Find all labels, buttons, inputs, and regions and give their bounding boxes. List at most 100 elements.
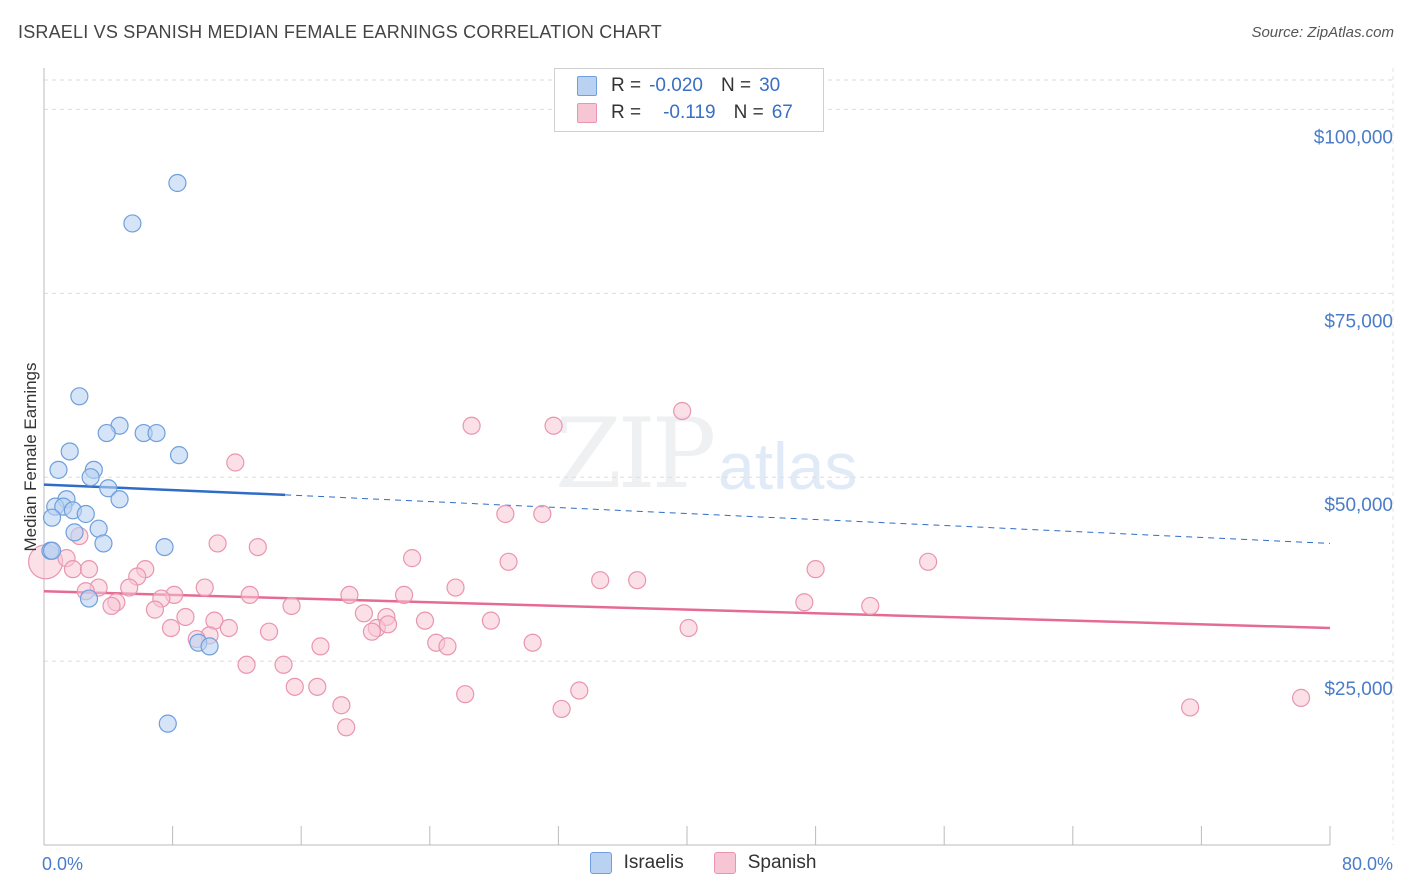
spanish-point	[1291, 688, 1311, 707]
spanish-point	[499, 552, 518, 571]
israelis-point	[81, 468, 100, 487]
spanish-legend-label: Spanish	[747, 852, 817, 873]
spanish-point	[533, 504, 552, 524]
spanish-point	[79, 560, 99, 579]
spanish-point	[438, 637, 457, 656]
legend-item-israelis[interactable]: Israelis	[589, 852, 684, 874]
spanish-point	[795, 593, 814, 612]
spanish-swatch	[577, 103, 597, 123]
israelis-point	[76, 504, 95, 524]
legend-item-spanish[interactable]: Spanish	[713, 852, 817, 874]
spanish-point	[237, 655, 256, 674]
israelis-point	[123, 214, 142, 233]
x-tick-label-max: 80.0%	[1342, 854, 1393, 874]
spanish-point	[102, 596, 121, 616]
spanish-point	[673, 401, 692, 421]
x-tick-label-min: 0.0%	[42, 854, 83, 874]
spanish-point	[456, 685, 475, 704]
chart-title: ISRAELI VS SPANISH MEDIAN FEMALE EARNING…	[18, 22, 662, 42]
israelis-point	[158, 714, 177, 733]
spanish-point	[378, 615, 398, 634]
spanish-point	[282, 596, 301, 616]
spanish-point	[446, 578, 465, 597]
spanish-point	[394, 585, 414, 605]
spanish-point	[248, 537, 267, 557]
spanish-point	[63, 560, 83, 579]
spanish-point	[285, 677, 304, 696]
data-points	[28, 173, 1311, 737]
spanish-point	[861, 596, 880, 616]
israelis-point	[97, 423, 116, 443]
spanish-point	[806, 560, 825, 579]
r-label: R =	[611, 102, 642, 123]
spanish-point	[176, 607, 195, 627]
spanish-point	[240, 585, 259, 605]
n-label: N =	[733, 102, 764, 123]
spanish-point	[1181, 698, 1200, 717]
israelis-legend-swatch	[589, 852, 612, 874]
israelis-legend-label: Israelis	[623, 852, 684, 873]
axes	[43, 68, 1331, 846]
spanish-point	[552, 699, 571, 719]
spanish-point	[679, 618, 698, 638]
n-value: 30	[759, 75, 781, 96]
spanish-point	[496, 504, 515, 524]
correlation-legend: R = -0.020 N = 30 R = -0.119 N = 67	[554, 68, 824, 132]
spanish-point	[274, 655, 293, 674]
r-value: -0.119	[663, 102, 716, 123]
israelis-point	[110, 490, 129, 509]
israelis-swatch	[577, 76, 597, 96]
y-axis-title: Median Female Earnings	[21, 363, 40, 552]
spanish-point	[919, 552, 938, 571]
axis-labels: $25,000 $50,000 $75,000 $100,000 0.0% 80.0%	[42, 127, 1393, 874]
spanish-point	[570, 681, 589, 700]
spanish-point	[354, 604, 373, 623]
spanish-point	[308, 677, 327, 696]
y-tick-label: $25,000	[1324, 679, 1393, 700]
spanish-point	[195, 578, 214, 597]
spanish-point	[544, 416, 563, 435]
israelis-point	[155, 537, 174, 557]
y-tick-label: $50,000	[1324, 495, 1393, 516]
spanish-point	[337, 718, 356, 737]
watermark-zip: ZIP	[555, 398, 716, 510]
israelis-point	[168, 173, 187, 193]
spanish-point	[120, 578, 139, 597]
spanish-point	[259, 622, 279, 641]
watermark-atlas: atlas	[718, 429, 858, 503]
israelis-point	[42, 508, 62, 527]
israelis-point	[94, 534, 113, 553]
n-value: 67	[771, 102, 793, 123]
spanish-point	[161, 618, 181, 638]
source-credit: Source: ZipAtlas.com	[1251, 24, 1394, 41]
legend-row-israelis: R = -0.020 N = 30	[577, 73, 780, 99]
spanish-point	[340, 585, 359, 605]
spanish-point	[628, 571, 647, 590]
series-legend: Israelis Spanish	[0, 852, 1406, 874]
israelis-point	[200, 637, 219, 656]
israelis-trend-extension	[285, 494, 1331, 544]
spanish-point	[462, 416, 481, 435]
israelis-point	[70, 387, 89, 406]
spanish-legend-swatch	[713, 852, 736, 874]
israelis-point	[60, 442, 79, 461]
israelis-point	[42, 541, 62, 560]
spanish-point	[219, 618, 238, 638]
israelis-trend-line	[43, 483, 286, 497]
legend-row-spanish: R = -0.119 N = 67	[577, 100, 793, 126]
y-tick-label: $75,000	[1324, 311, 1393, 332]
spanish-point	[311, 637, 330, 656]
israelis-point	[49, 460, 68, 479]
r-label: R =	[611, 75, 642, 96]
spanish-point	[226, 453, 245, 472]
spanish-point	[332, 696, 351, 715]
israelis-point	[79, 589, 99, 608]
spanish-point	[415, 611, 435, 630]
spanish-point	[362, 622, 382, 641]
spanish-point	[481, 611, 500, 630]
gridlines	[44, 68, 1395, 845]
israelis-point	[99, 479, 118, 498]
spanish-point	[403, 549, 422, 568]
israelis-point	[65, 523, 84, 542]
